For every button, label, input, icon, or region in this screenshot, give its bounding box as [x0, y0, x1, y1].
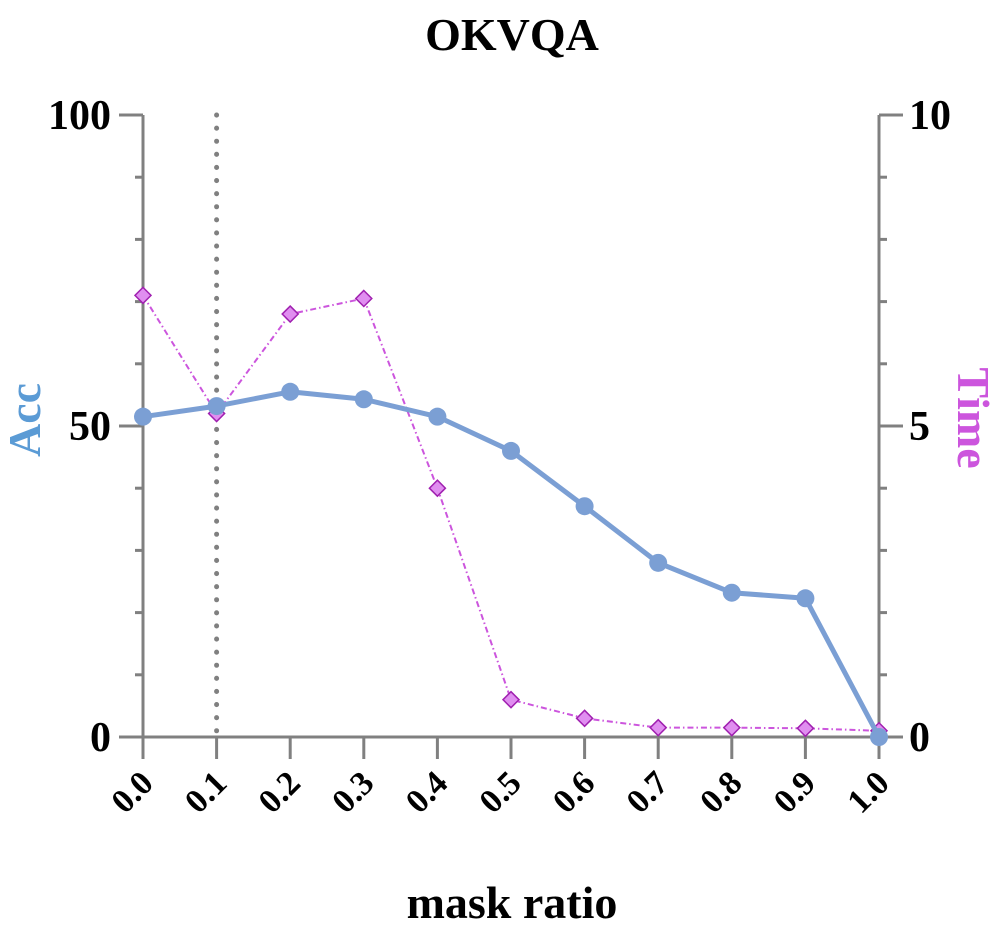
x-tick-label: 0.2: [252, 764, 308, 820]
y-right-tick-label: 0: [909, 715, 930, 761]
axes: [119, 113, 903, 759]
time-point: [133, 286, 153, 305]
x-tick-label: 0.3: [325, 764, 381, 820]
acc-point: [870, 728, 888, 746]
time-point: [575, 709, 594, 728]
acc-point: [281, 382, 300, 401]
chart-title: OKVQA: [425, 9, 599, 60]
acc-point: [649, 553, 668, 572]
y-left-tick-label: 100: [48, 93, 111, 139]
x-tick-label: 0.5: [472, 764, 528, 820]
x-tick-label: 0.9: [767, 764, 823, 820]
y-axis-right-label: Time: [948, 367, 995, 468]
time-point: [501, 690, 521, 709]
x-tick-label: 0.8: [693, 764, 749, 820]
x-axis-label: mask ratio: [407, 877, 618, 925]
x-tick-label: 0.1: [178, 764, 234, 820]
acc-point: [354, 390, 373, 409]
time-point: [649, 718, 668, 737]
time-point: [722, 718, 741, 737]
x-tick-label: 0.7: [620, 764, 676, 820]
plot-series: [133, 286, 889, 746]
tick-labels: 0 50 100 0 5 10 0.0 0.1 0.2 0.3 0.4 0.5 0.6 0.7 0.8 0.9…: [48, 93, 951, 821]
y-right-tick-label: 10: [909, 93, 951, 139]
time-point: [281, 304, 300, 324]
x-tick-label: 1.0: [840, 764, 896, 820]
x-tick-label: 0.0: [104, 764, 160, 820]
acc-point: [428, 407, 447, 426]
x-tick-label: 0.4: [399, 764, 455, 820]
acc-point: [722, 583, 741, 602]
time-point: [796, 719, 815, 738]
y-left-tick-label: 50: [69, 404, 111, 450]
x-tick-label: 0.6: [546, 764, 602, 820]
time-point: [354, 289, 373, 308]
acc-point: [207, 397, 226, 416]
acc-point: [134, 407, 152, 426]
y-left-tick-label: 0: [90, 715, 111, 761]
time-point: [428, 479, 447, 498]
acc-point: [575, 497, 594, 516]
y-right-tick-label: 5: [909, 404, 930, 450]
y-axis-left-label: Acc: [0, 383, 50, 457]
acc-point: [502, 441, 520, 460]
time-line: [142, 294, 880, 732]
acc-point: [796, 589, 815, 608]
